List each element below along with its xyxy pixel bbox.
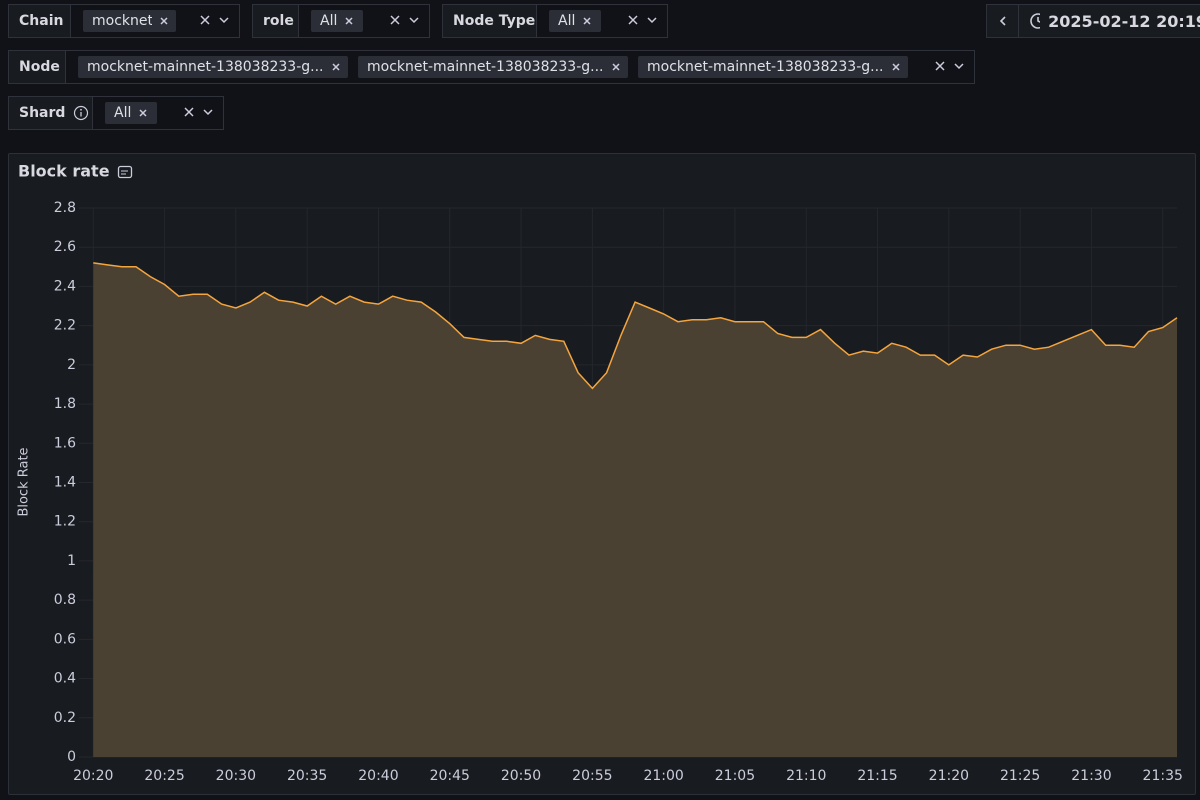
x-tick-label: 21:10 (786, 768, 826, 784)
chip-text: mocknet-mainnet-138038233-g... (87, 59, 324, 75)
area-fill (93, 262, 1177, 757)
filter-label-text: role (263, 13, 294, 29)
y-tick-label: 0.8 (54, 592, 76, 608)
x-tick-label: 20:35 (287, 768, 327, 784)
y-tick-label: 0.6 (54, 631, 76, 647)
x-tick-label: 20:30 (216, 768, 256, 784)
filter-select[interactable]: All (92, 96, 224, 130)
y-tick-label: 1.2 (54, 514, 76, 530)
select-icons (184, 107, 213, 117)
x-tick-label: 20:20 (73, 768, 113, 784)
y-tick-label: 1 (67, 553, 76, 569)
filter-label-text: Chain (19, 13, 64, 29)
x-tick-label: 20:25 (144, 768, 184, 784)
select-icons (200, 15, 229, 25)
filter-select[interactable]: mocknet (70, 4, 240, 38)
x-tick-label: 20:45 (430, 768, 470, 784)
filter-label: Node (8, 50, 66, 84)
y-tick-label: 2 (67, 357, 76, 373)
y-tick-label: 1.6 (54, 435, 76, 451)
filter-chip[interactable]: All (105, 102, 157, 124)
y-tick-label: 2.4 (54, 278, 76, 294)
filter-chip[interactable]: mocknet-mainnet-138038233-g... (638, 56, 908, 78)
y-tick-label: 0 (67, 749, 76, 765)
y-axis-label: Block Rate (17, 447, 32, 516)
filter-label: Chain (8, 4, 71, 38)
chip-remove[interactable] (891, 63, 900, 71)
y-tick-label: 0.4 (54, 671, 76, 687)
chip-remove[interactable] (345, 17, 353, 25)
info-icon (73, 105, 89, 121)
panel-icon[interactable] (117, 165, 133, 179)
chip-remove[interactable] (139, 109, 147, 117)
filter-chip[interactable]: mocknet (83, 10, 176, 32)
filter-label-text: Shard (19, 105, 66, 121)
time-picker[interactable]: 2025-02-12 20:19 (1018, 4, 1200, 38)
series-line (93, 262, 1178, 390)
chip-remove[interactable] (611, 63, 620, 71)
time-back[interactable] (986, 4, 1019, 38)
filter-chip[interactable]: All (311, 10, 363, 32)
y-tick-label: 2.8 (54, 200, 76, 216)
x-tick-label: 20:40 (358, 768, 398, 784)
filter-select[interactable]: All (298, 4, 430, 38)
y-tick-label: 2.2 (54, 318, 76, 334)
x-tick-label: 21:35 (1143, 768, 1183, 784)
chip-text: mocknet-mainnet-138038233-g... (367, 59, 604, 75)
filter-chip[interactable]: mocknet-mainnet-138038233-g... (358, 56, 628, 78)
y-tick-label: 1.8 (54, 396, 76, 412)
filter-label-text: Node Type (453, 13, 536, 29)
filter-select[interactable]: All (536, 4, 668, 38)
filter-label: Shard (8, 96, 93, 130)
select-icons (935, 61, 964, 71)
x-tick-label: 21:15 (857, 768, 897, 784)
chip-text: mocknet-mainnet-138038233-g... (647, 59, 884, 75)
chip-remove[interactable] (331, 63, 340, 71)
filter-label-text: Node (19, 59, 60, 75)
x-tick-label: 21:30 (1071, 768, 1111, 784)
chip-text: mocknet (92, 13, 152, 29)
x-tick-label: 21:05 (715, 768, 755, 784)
y-tick-label: 0.2 (54, 710, 76, 726)
x-tick-label: 21:25 (1000, 768, 1040, 784)
filter-chip[interactable]: All (549, 10, 601, 32)
chip-remove[interactable] (160, 17, 168, 25)
filter-chip[interactable]: mocknet-mainnet-138038233-g... (78, 56, 348, 78)
x-tick-label: 21:20 (929, 768, 969, 784)
chip-text: All (558, 13, 576, 29)
y-tick-label: 2.6 (54, 239, 76, 255)
x-tick-label: 21:00 (643, 768, 683, 784)
select-icons (390, 15, 419, 25)
chip-text: All (320, 13, 338, 29)
panel-title: Block rate (18, 162, 110, 181)
chip-text: All (114, 105, 132, 121)
y-tick-label: 1.4 (54, 475, 76, 491)
select-icons (628, 15, 657, 25)
filter-select[interactable]: mocknet-mainnet-138038233-g... mocknet-ma… (65, 50, 975, 84)
filter-label: Node Type (442, 4, 537, 38)
chip-remove[interactable] (583, 17, 591, 25)
time-range: 2025-02-12 20:19 (1048, 11, 1200, 31)
x-tick-label: 20:50 (501, 768, 541, 784)
x-tick-label: 20:55 (572, 768, 612, 784)
filter-label: role (252, 4, 299, 38)
